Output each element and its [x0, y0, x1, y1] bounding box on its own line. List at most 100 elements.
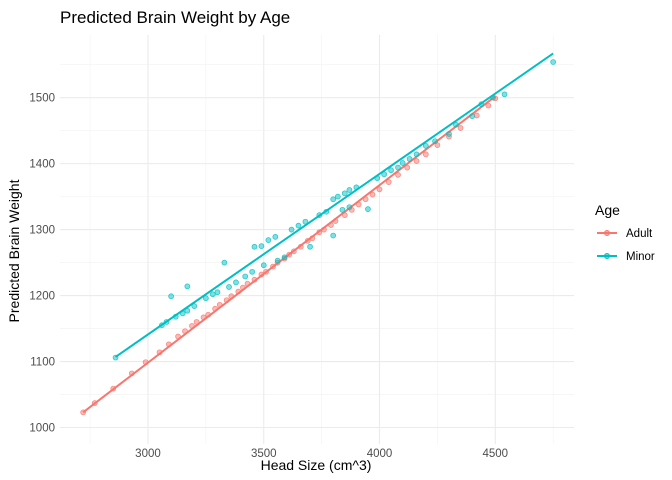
y-tick-label-5: 1500 [29, 93, 55, 105]
point-minor [226, 284, 232, 290]
point-adult [235, 288, 242, 295]
point-adult [332, 218, 339, 224]
x-tick-label-3: 4500 [482, 448, 508, 460]
x-axis-ticks: 3000 3500 4000 4500 [135, 448, 508, 460]
point-adult [376, 186, 383, 193]
point-adult [156, 349, 163, 356]
point-adult [189, 323, 195, 329]
point-adult [413, 158, 420, 164]
grid-minor [60, 35, 574, 444]
point-adult [182, 328, 188, 335]
x-axis-title: Head Size (cm^3) [261, 457, 372, 473]
point-minor [406, 156, 413, 162]
point-minor [413, 151, 420, 158]
y-axis-ticks: 1000 1100 1200 1300 1400 1500 [29, 93, 55, 435]
point-minor [179, 310, 186, 317]
point-adult [362, 196, 369, 203]
point-adult [328, 222, 334, 228]
point-minor [316, 212, 323, 218]
y-tick-label-4: 1400 [29, 159, 55, 171]
point-adult [355, 201, 362, 208]
y-tick-label-2: 1200 [29, 291, 55, 303]
legend-key-point-adult [604, 230, 610, 236]
point-minor [339, 206, 346, 213]
point-minor [288, 226, 295, 233]
point-minor [346, 204, 353, 211]
x-tick-label-0: 3000 [135, 448, 161, 460]
point-adult [473, 112, 480, 119]
point-minor [307, 243, 313, 250]
point-minor [353, 184, 360, 191]
point-minor [184, 283, 191, 290]
data-points [80, 59, 557, 416]
legend-label-minor: Minor [626, 251, 655, 263]
point-adult [369, 191, 376, 198]
legend: Age Adult Minor [595, 202, 655, 263]
legend-item-adult: Adult [597, 228, 653, 240]
legend-title: Age [595, 202, 620, 218]
point-adult [223, 297, 230, 304]
point-minor [388, 167, 394, 174]
point-adult [212, 305, 218, 312]
point-minor [112, 354, 119, 361]
point-adult [110, 385, 117, 392]
point-minor [550, 59, 557, 65]
point-minor [251, 243, 258, 250]
point-minor [446, 131, 452, 137]
point-minor [395, 164, 401, 171]
point-minor [478, 101, 485, 108]
point-adult [91, 400, 98, 406]
point-adult [193, 319, 200, 325]
point-minor [501, 91, 508, 98]
point-adult [341, 212, 348, 218]
point-adult [216, 301, 223, 308]
point-adult [142, 359, 149, 366]
x-tick-label-2: 4000 [367, 448, 393, 460]
point-minor [381, 171, 387, 178]
point-minor [274, 257, 281, 264]
point-adult [244, 280, 251, 287]
legend-label-adult: Adult [626, 228, 653, 240]
point-minor [265, 237, 272, 244]
point-minor [399, 160, 406, 166]
y-tick-label-3: 1300 [29, 225, 55, 237]
y-tick-label-1: 1100 [30, 357, 55, 369]
point-adult [258, 271, 265, 278]
point-minor [302, 218, 309, 225]
point-minor [203, 295, 209, 302]
point-minor [209, 291, 216, 298]
point-minor [214, 289, 221, 296]
point-minor [258, 243, 265, 249]
point-adult [457, 125, 464, 131]
point-minor [163, 319, 170, 325]
legend-key-point-minor [604, 253, 610, 259]
point-adult [80, 409, 87, 416]
point-minor [191, 303, 198, 309]
point-minor [490, 94, 496, 101]
point-adult [251, 276, 258, 283]
y-axis-title: Predicted Brain Weight [6, 179, 22, 322]
x-tick-label-1: 3500 [251, 448, 277, 460]
point-adult [422, 151, 429, 158]
point-adult [286, 251, 293, 258]
point-adult [263, 268, 269, 275]
point-adult [240, 284, 246, 291]
point-minor [281, 254, 288, 261]
point-minor [221, 259, 228, 266]
point-adult [485, 102, 492, 109]
point-minor [422, 142, 429, 149]
point-adult [385, 179, 392, 185]
point-minor [469, 113, 475, 119]
y-tick-label-0: 1000 [29, 423, 55, 435]
point-adult [304, 237, 311, 244]
point-adult [404, 164, 411, 171]
point-minor [233, 279, 239, 286]
point-minor [260, 262, 267, 269]
point-minor [453, 121, 459, 128]
point-minor [295, 222, 302, 229]
point-adult [128, 370, 135, 377]
grid-major [60, 35, 574, 444]
legend-item-minor: Minor [597, 251, 655, 263]
point-adult [165, 341, 172, 348]
